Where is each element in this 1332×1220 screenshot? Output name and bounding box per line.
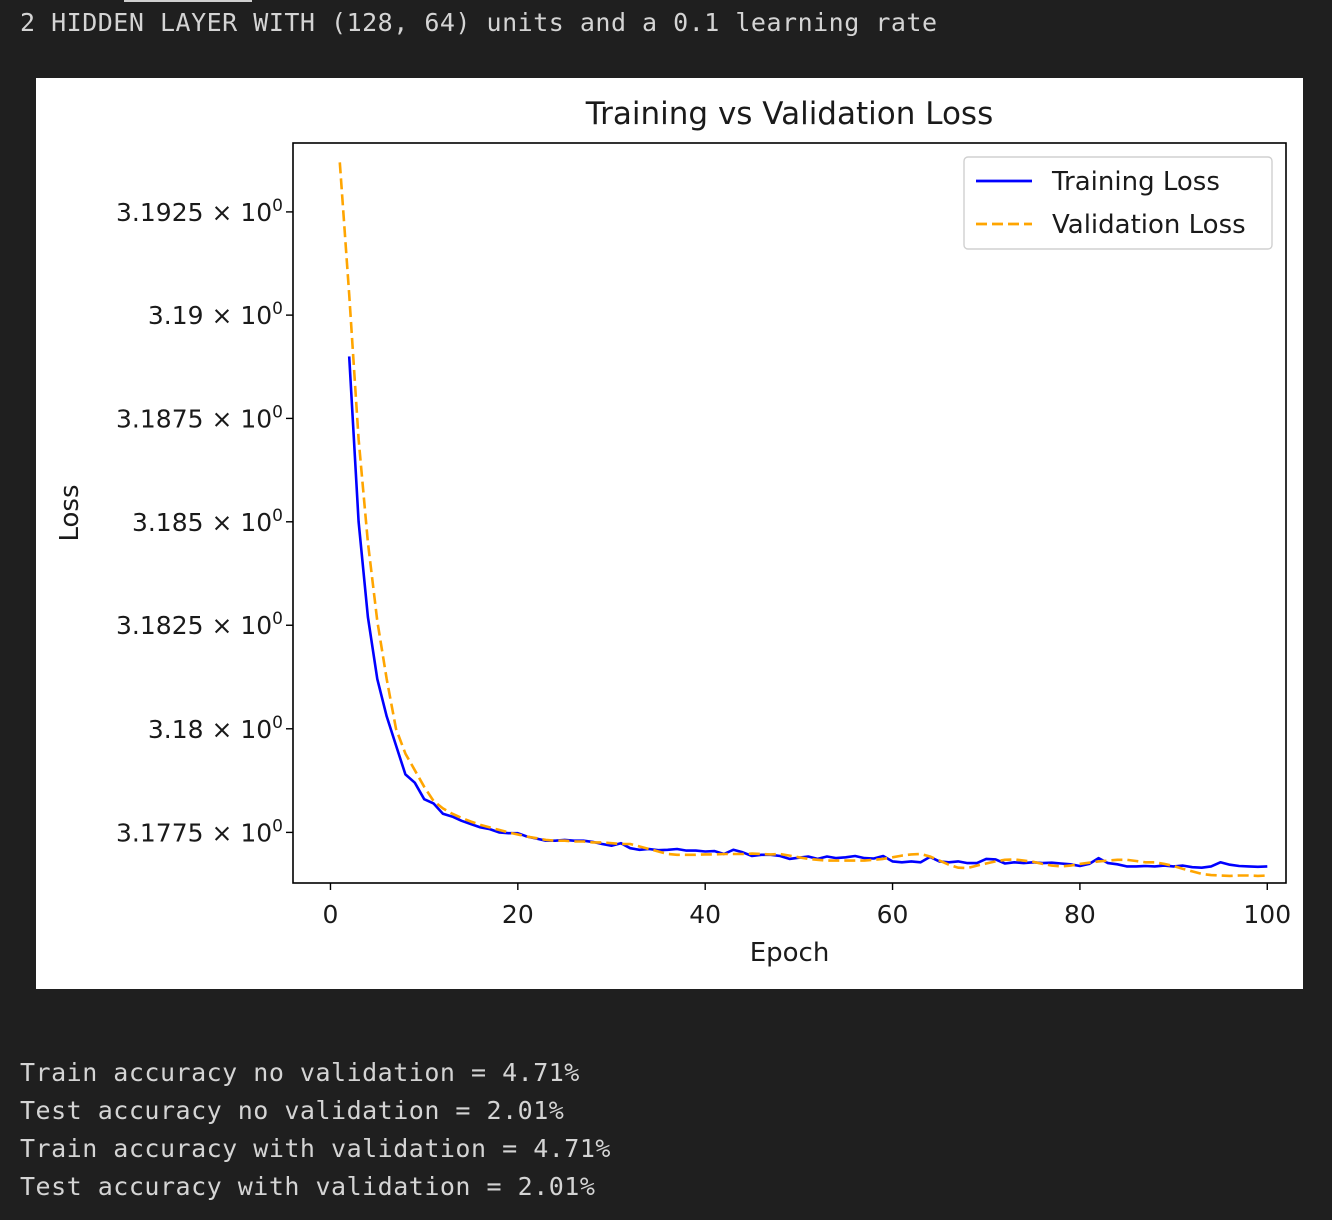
output-line-train-no-val: Train accuracy no validation = 4.71% (20, 1058, 580, 1087)
output-line-test-no-val: Test accuracy no validation = 2.01% (20, 1096, 565, 1125)
series-line-training (347, 356, 1268, 870)
y-tick-label: 3.19 × 100 (148, 299, 283, 330)
legend-label-training: Training Loss (1051, 167, 1220, 197)
loss-chart-svg: Training vs Validation Loss 0 20 40 60 80 100 3… (55, 96, 1291, 968)
legend-box (963, 156, 1273, 250)
y-tick-label: 3.1825 × 100 (116, 609, 283, 640)
y-tick-label: 3.185 × 100 (132, 506, 283, 537)
legend-label-validation: Validation Loss (1052, 210, 1246, 240)
y-axis-label: Loss (55, 484, 85, 541)
x-tick-label: 60 (877, 900, 909, 929)
output-line-train-with-val: Train accuracy with validation = 4.71% (20, 1134, 611, 1163)
x-tick-label: 40 (689, 900, 721, 929)
x-tick-label: 20 (502, 900, 534, 929)
y-tick-label: 3.18 × 100 (148, 713, 283, 744)
y-tick-label: 3.1875 × 100 (116, 402, 283, 433)
loss-chart-figure: Training vs Validation Loss 0 20 40 60 80 100 3… (36, 78, 1303, 989)
y-tick-label: 3.1925 × 100 (116, 196, 283, 227)
y-tick-label: 3.1775 × 100 (116, 816, 283, 847)
cell-top-rule (124, 0, 252, 2)
chart-title: Training vs Validation Loss (585, 96, 993, 132)
cell-header-text: 2 HIDDEN LAYER WITH (128, 64) units and … (20, 8, 938, 37)
output-block: Train accuracy no validation = 4.71% Tes… (20, 1054, 611, 1206)
x-tick-label: 80 (1064, 900, 1096, 929)
x-tick-label: 100 (1243, 900, 1291, 929)
series-line-validation (338, 162, 1268, 878)
x-axis-label: Epoch (750, 938, 830, 968)
x-tick-label: 0 (323, 900, 339, 929)
output-line-test-with-val: Test accuracy with validation = 2.01% (20, 1172, 596, 1201)
plot-frame (292, 142, 1287, 884)
